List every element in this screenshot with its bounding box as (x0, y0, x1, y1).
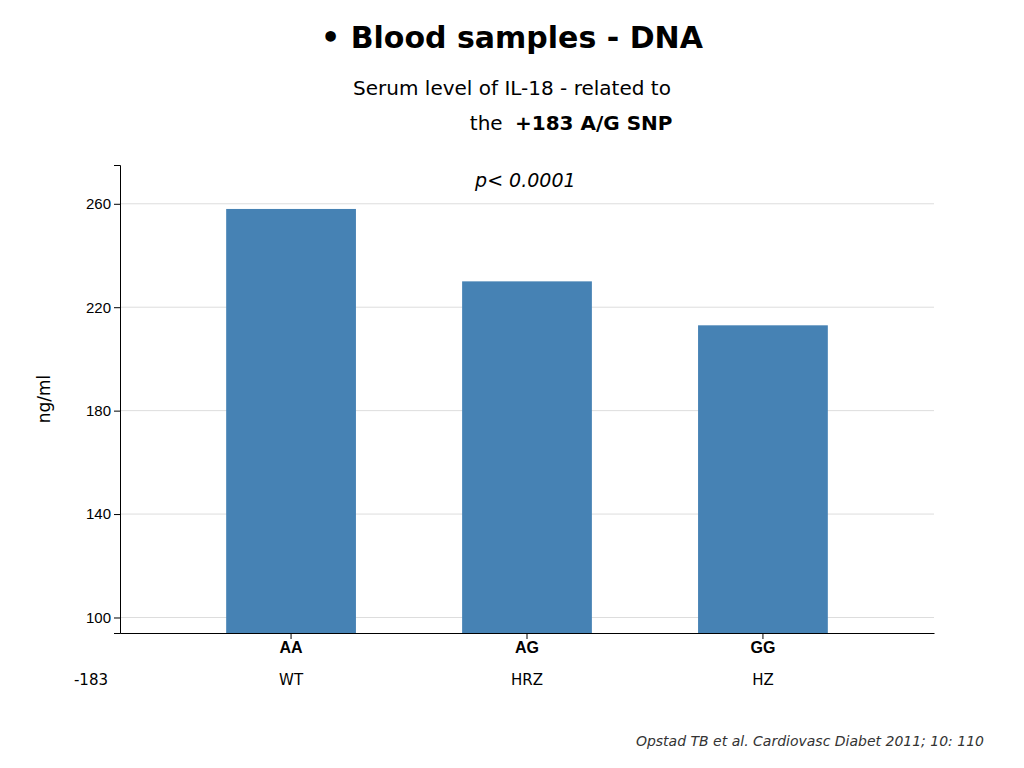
y-tick-label: 260 (86, 195, 111, 212)
y-tick: 140 (86, 505, 120, 522)
y-tick-label: 220 (86, 299, 111, 316)
x-tick: AG (515, 633, 539, 656)
subtitle: the (470, 111, 509, 135)
x-tick-mark (291, 633, 292, 639)
x-tick-label: AA (280, 639, 304, 656)
footer: Opstad TB et al. Cardiovasc Diabet 2011;… (636, 733, 984, 749)
y-axis: 100 140 180 220 260 (86, 166, 121, 634)
sublabel: WT (279, 671, 304, 689)
y-tick-label: 140 (86, 505, 111, 522)
sublabel-title: -183 (74, 671, 108, 689)
annotation: p< 0.0001 (474, 169, 576, 191)
y-tick-label: 180 (86, 402, 111, 419)
sublabel: HZ (752, 671, 774, 689)
y-tick-mark (114, 514, 120, 515)
bar (698, 325, 828, 633)
subtitle: Serum level of IL-18 - related to (353, 76, 671, 100)
y-tick-mark (114, 204, 120, 205)
bar (462, 281, 592, 633)
chart-svg: • Blood samples - DNA Serum level of IL-1… (0, 0, 1024, 768)
y-tick: 100 (86, 609, 120, 626)
bar (226, 209, 356, 633)
y-tick-mark (114, 411, 120, 412)
y-tick: 260 (86, 195, 120, 212)
y-tick: 220 (86, 299, 120, 316)
y-tick-label: 100 (86, 609, 111, 626)
grid-line (120, 203, 934, 204)
plot: 100 140 180 220 260 AA AG GG WT HRZ HZ -183 ng/ml p< … (34, 166, 935, 690)
sublabel: HRZ (511, 671, 543, 689)
y-tick: 180 (86, 402, 120, 419)
y-tick-mark (114, 307, 120, 308)
x-tick: GG (750, 633, 775, 656)
x-tick: AA (280, 633, 304, 656)
x-tick-label: GG (750, 639, 775, 656)
x-tick-mark (762, 633, 763, 639)
x-tick-label: AG (515, 639, 539, 656)
y-axis-label: ng/ml (34, 375, 54, 424)
title: • Blood samples - DNA (321, 20, 704, 55)
x-axis: AA AG GG (121, 633, 935, 656)
bars (226, 209, 828, 633)
y-tick-mark (114, 617, 120, 618)
y-axis-line (114, 166, 121, 634)
subtitle: +183 A/G SNP (515, 111, 672, 135)
x-tick-mark (527, 633, 528, 639)
